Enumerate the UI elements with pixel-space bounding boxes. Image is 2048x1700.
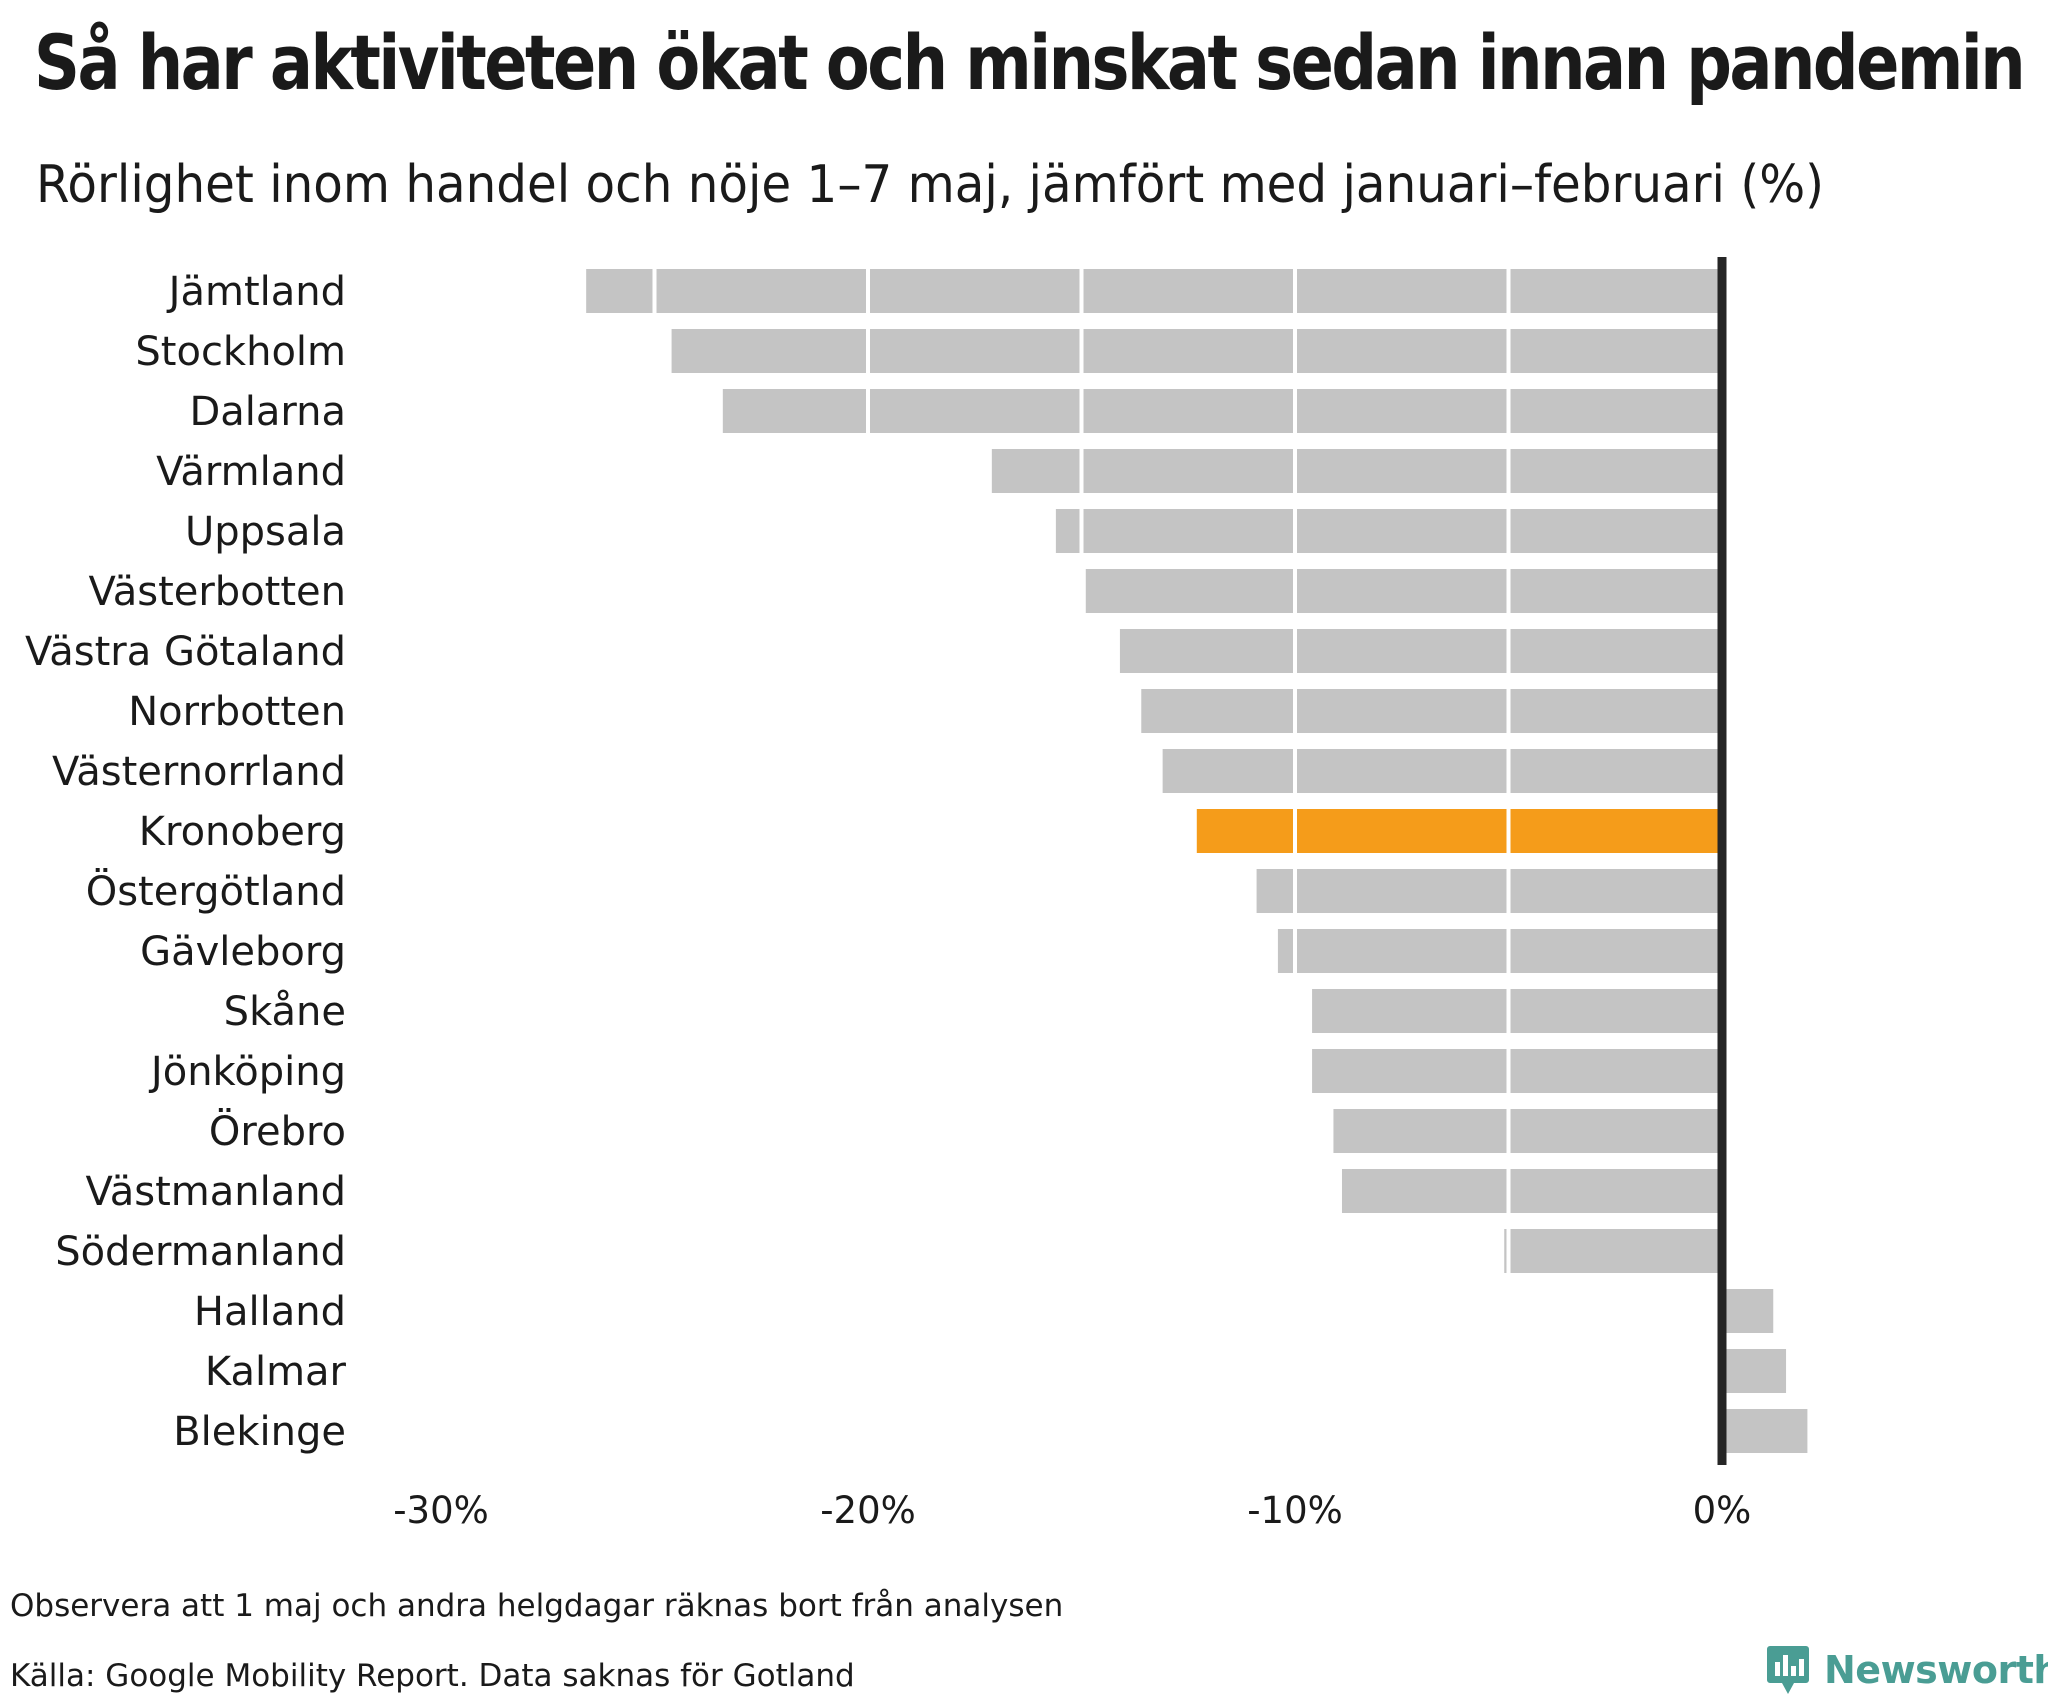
newsworthy-logo-icon <box>1767 1646 1809 1694</box>
category-label: Västerbotten <box>88 569 346 615</box>
bar-södermanland <box>1504 1229 1722 1273</box>
bar-västra-götaland <box>1119 629 1722 673</box>
category-label: Skåne <box>224 989 346 1035</box>
category-label: Gävleborg <box>140 929 346 975</box>
source-note: Källa: Google Mobility Report. Data sakn… <box>10 1658 855 1694</box>
bar-blekinge <box>1722 1409 1808 1453</box>
x-tick-label: -30% <box>393 1489 489 1532</box>
category-label: Stockholm <box>135 329 346 375</box>
category-label: Blekinge <box>173 1409 346 1455</box>
category-labels: Jämtland Stockholm Dalarna Värmland Uppsala V… <box>25 269 347 1455</box>
x-tick-label: 0% <box>1693 1489 1752 1532</box>
category-label: Västmanland <box>86 1169 347 1215</box>
brand-name: Newsworthy <box>1824 1648 2048 1692</box>
bar-kalmar <box>1722 1349 1787 1393</box>
bar-värmland <box>991 449 1722 493</box>
bar-västernorrland <box>1162 749 1722 793</box>
bar-kronoberg <box>1196 809 1722 853</box>
bar-västerbotten <box>1085 569 1722 613</box>
bar-uppsala <box>1055 509 1722 553</box>
bar-chart: Jämtland Stockholm Dalarna Värmland Uppsala V… <box>25 257 1808 1532</box>
category-label: Kalmar <box>205 1349 347 1395</box>
category-label: Kronoberg <box>139 809 346 855</box>
bar-örebro <box>1333 1109 1722 1153</box>
newsworthy-logo[interactable]: Newsworthy <box>1766 1640 2048 1700</box>
category-label: Dalarna <box>189 389 346 435</box>
bar-östergötland <box>1256 869 1722 913</box>
bar-gävleborg <box>1277 929 1722 973</box>
x-tick-label: -20% <box>820 1489 916 1532</box>
bar-skåne <box>1312 989 1722 1033</box>
bar-jönköping <box>1312 1049 1722 1093</box>
category-label: Örebro <box>209 1107 346 1155</box>
grid-layer <box>652 261 1511 1461</box>
bar-västmanland <box>1341 1169 1722 1213</box>
category-label: Södermanland <box>55 1229 346 1275</box>
category-label: Östergötland <box>86 867 346 915</box>
bar-dalarna <box>722 389 1722 433</box>
bar-norrbotten <box>1141 689 1722 733</box>
category-label: Jämtland <box>166 269 346 315</box>
bar-halland <box>1722 1289 1774 1333</box>
category-label: Norrbotten <box>128 689 346 735</box>
category-label: Jönköping <box>148 1049 346 1095</box>
x-tick-label: -10% <box>1247 1489 1343 1532</box>
category-label: Västra Götaland <box>25 629 346 675</box>
chart-title: Så har aktiviteten ökat och minskat seda… <box>34 18 2026 107</box>
x-axis-tick-labels: -30% -20% -10% 0% <box>393 1489 1751 1532</box>
category-label: Halland <box>194 1289 346 1335</box>
category-label: Uppsala <box>185 509 346 555</box>
category-label: Värmland <box>156 449 346 495</box>
holiday-note: Observera att 1 maj och andra helgdagar … <box>10 1588 1064 1624</box>
bar-jämtland <box>586 269 1723 313</box>
bars-layer <box>586 269 1808 1453</box>
bar-stockholm <box>671 329 1722 373</box>
chart-subtitle: Rörlighet inom handel och nöje 1–7 maj, … <box>36 155 1825 215</box>
category-label: Västernorrland <box>52 749 346 795</box>
